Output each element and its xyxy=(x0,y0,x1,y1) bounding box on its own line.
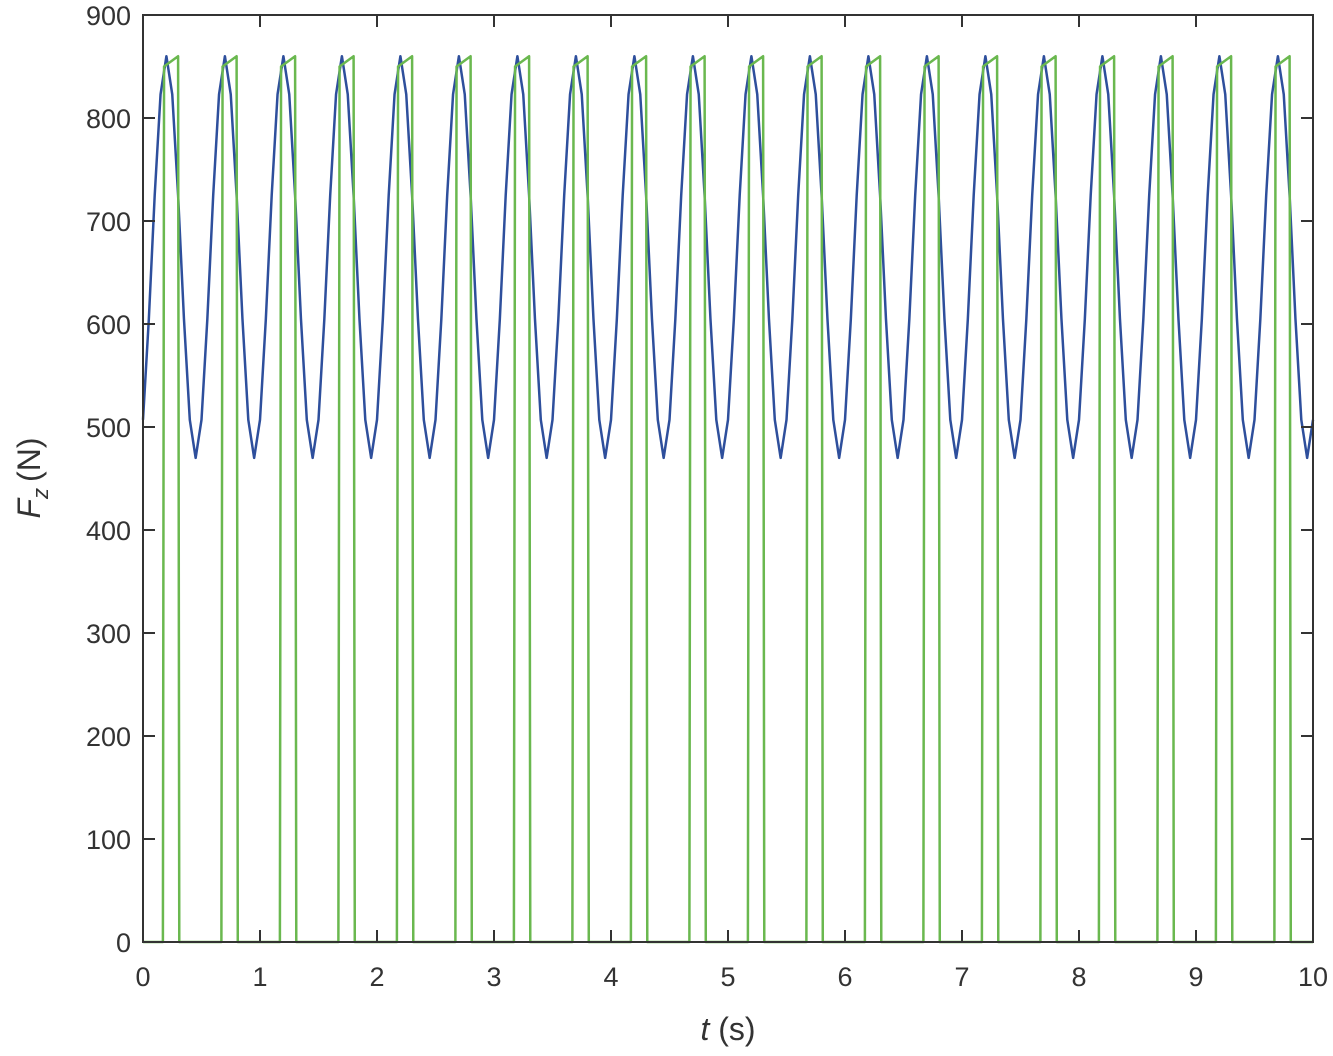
y-tick-label: 500 xyxy=(86,413,131,443)
x-tick-label: 10 xyxy=(1298,962,1328,992)
x-tick-label: 1 xyxy=(252,962,267,992)
x-tick-label: 7 xyxy=(954,962,969,992)
plot-frame xyxy=(142,14,1314,943)
y-tick-label: 400 xyxy=(86,516,131,546)
y-axis-label: Fz (N) xyxy=(11,438,53,519)
data-line xyxy=(143,54,1313,944)
x-tick-label: 5 xyxy=(720,962,735,992)
x-label-symbol: t xyxy=(700,1011,710,1047)
x-tick-label: 0 xyxy=(135,962,150,992)
y-tick-label: 300 xyxy=(86,619,131,649)
x-tick-label: 6 xyxy=(837,962,852,992)
y-tick-label: 800 xyxy=(86,104,131,134)
y-tick-label: 900 xyxy=(86,1,131,31)
y-label-subscript: z xyxy=(28,488,53,500)
x-tick-label: 4 xyxy=(603,962,618,992)
x-tick-label: 8 xyxy=(1071,962,1086,992)
x-tick-label: 3 xyxy=(486,962,501,992)
y-label-symbol: F xyxy=(11,496,47,518)
y-tick-label: 600 xyxy=(86,310,131,340)
y-tick-label: 700 xyxy=(86,207,131,237)
data-line xyxy=(141,54,1315,460)
x-axis-label: t (s) xyxy=(700,1011,755,1047)
y-tick-label: 200 xyxy=(86,722,131,752)
y-label-unit: (N) xyxy=(11,438,47,482)
y-tick-label: 100 xyxy=(86,825,131,855)
x-label-unit: (s) xyxy=(718,1011,755,1047)
x-tick-label: 2 xyxy=(369,962,384,992)
x-tick-label: 9 xyxy=(1188,962,1203,992)
y-tick-label: 0 xyxy=(116,928,131,958)
